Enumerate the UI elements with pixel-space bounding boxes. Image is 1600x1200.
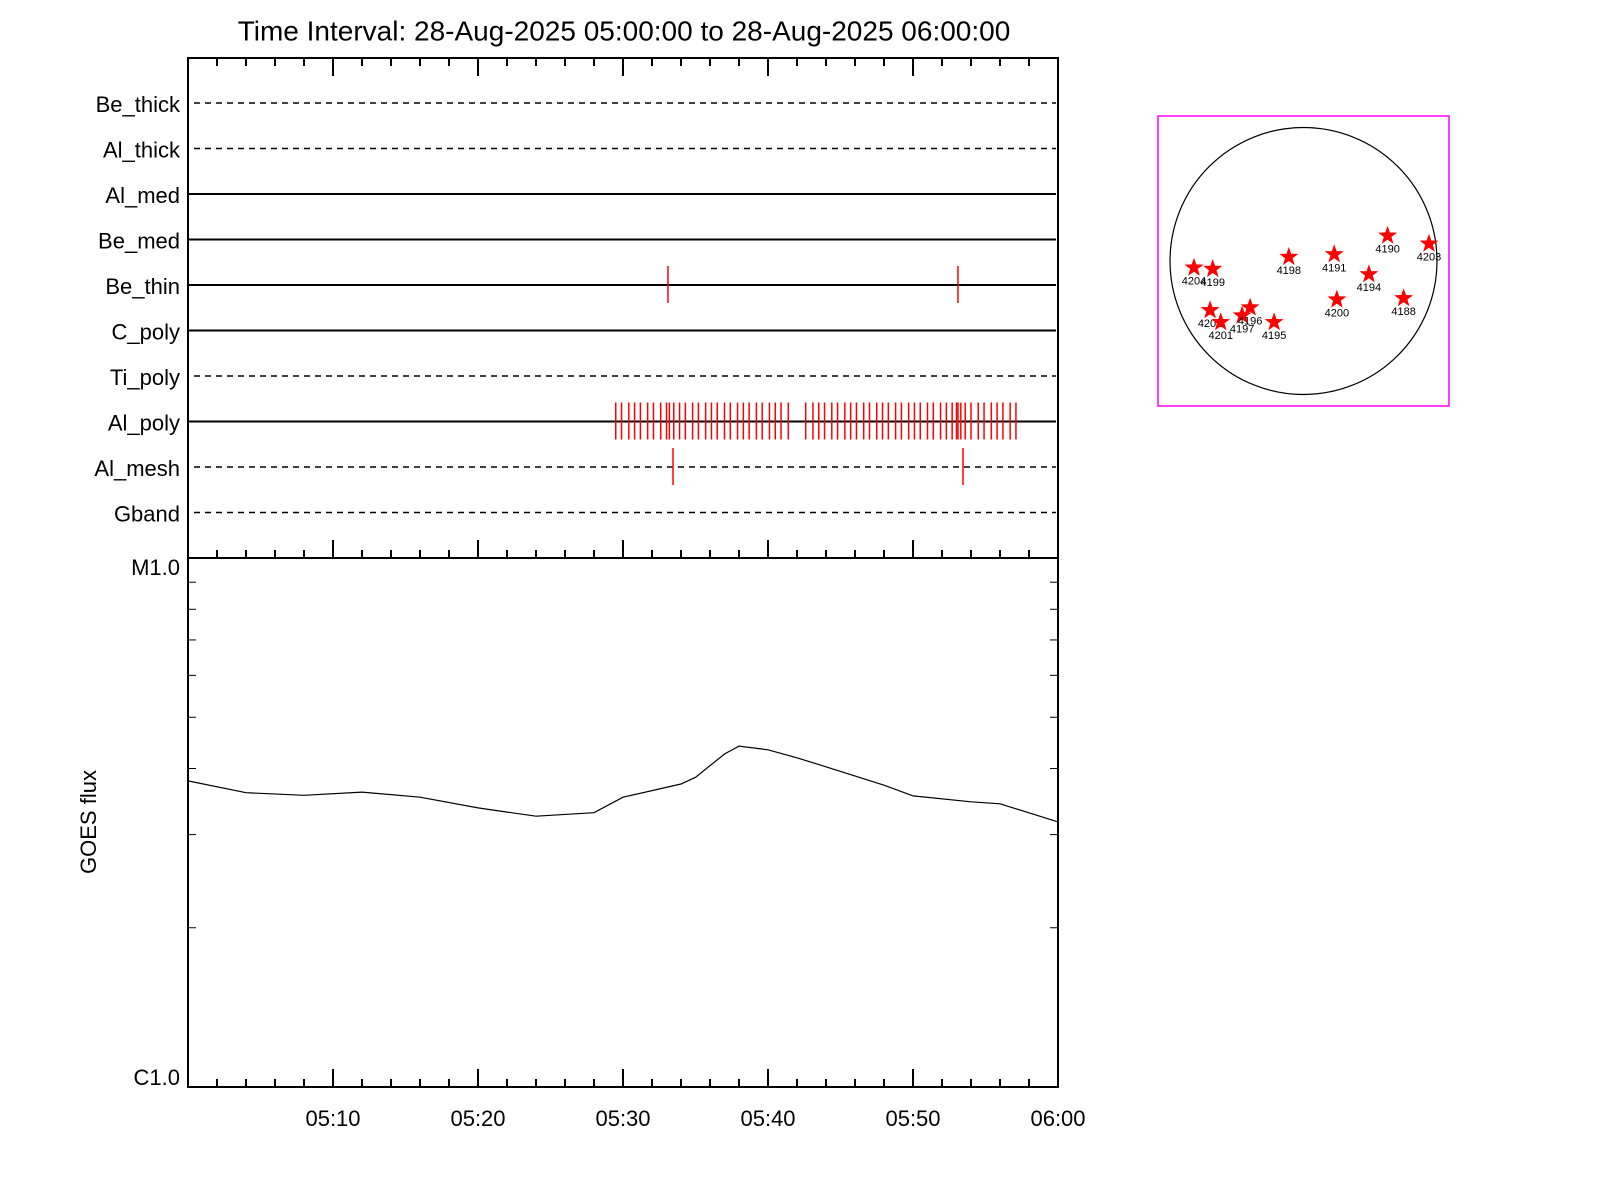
region-label: 4204 bbox=[1182, 276, 1206, 288]
region-marker bbox=[1279, 247, 1299, 266]
row-label: Ti_poly bbox=[110, 365, 180, 390]
timeline-frame bbox=[187, 57, 1059, 559]
region-marker bbox=[1378, 225, 1398, 244]
region-label: 4203 bbox=[1417, 252, 1441, 264]
row-label: Be_thin bbox=[105, 274, 180, 299]
region-label: 4191 bbox=[1322, 262, 1346, 274]
row-label: Be_thick bbox=[96, 92, 181, 117]
y-tick-label: C1.0 bbox=[134, 1065, 180, 1090]
region-label: 4198 bbox=[1277, 265, 1301, 277]
region-marker bbox=[1240, 297, 1260, 316]
region-label: 4195 bbox=[1262, 330, 1286, 342]
region-label: 4199 bbox=[1200, 277, 1224, 289]
x-tick-label: 05:20 bbox=[450, 1106, 505, 1131]
y-tick-label: M1.0 bbox=[131, 555, 180, 580]
region-marker bbox=[1264, 312, 1284, 331]
region-marker bbox=[1394, 288, 1414, 307]
row-label: Be_med bbox=[98, 228, 180, 253]
map-frame bbox=[1157, 115, 1450, 407]
region-label: 4200 bbox=[1325, 307, 1349, 319]
row-label: Al_med bbox=[105, 183, 180, 208]
region-marker bbox=[1211, 312, 1231, 331]
region-label: 4201 bbox=[1208, 330, 1232, 342]
region-label: 4196 bbox=[1238, 315, 1262, 327]
row-label: Al_poly bbox=[108, 410, 180, 435]
region-marker bbox=[1184, 257, 1204, 276]
x-tick-label: 06:00 bbox=[1030, 1106, 1085, 1131]
region-marker bbox=[1324, 244, 1344, 263]
row-label: Gband bbox=[114, 501, 180, 526]
region-marker bbox=[1200, 300, 1220, 319]
solar-disk bbox=[1169, 126, 1438, 396]
region-marker bbox=[1232, 305, 1252, 324]
flux-line bbox=[187, 745, 1059, 823]
x-tick-label: 05:50 bbox=[885, 1106, 940, 1131]
region-marker bbox=[1419, 233, 1439, 252]
region-label: 4190 bbox=[1375, 244, 1399, 256]
flux-frame bbox=[187, 557, 1059, 1088]
chart-title: Time Interval: 28-Aug-2025 05:00:00 to 2… bbox=[238, 15, 1011, 46]
row-label: Al_mesh bbox=[94, 456, 180, 481]
y-axis-label: GOES flux bbox=[76, 770, 101, 874]
region-label: 4188 bbox=[1391, 306, 1415, 318]
x-tick-label: 05:40 bbox=[740, 1106, 795, 1131]
region-marker bbox=[1203, 259, 1223, 278]
row-label: Al_thick bbox=[103, 137, 181, 162]
x-tick-label: 05:30 bbox=[595, 1106, 650, 1131]
row-label: C_poly bbox=[112, 319, 180, 344]
x-tick-label: 05:10 bbox=[305, 1106, 360, 1131]
region-label: 4197 bbox=[1230, 323, 1254, 335]
region-label: 4194 bbox=[1357, 282, 1381, 294]
region-marker bbox=[1327, 289, 1347, 308]
region-marker bbox=[1359, 264, 1379, 283]
